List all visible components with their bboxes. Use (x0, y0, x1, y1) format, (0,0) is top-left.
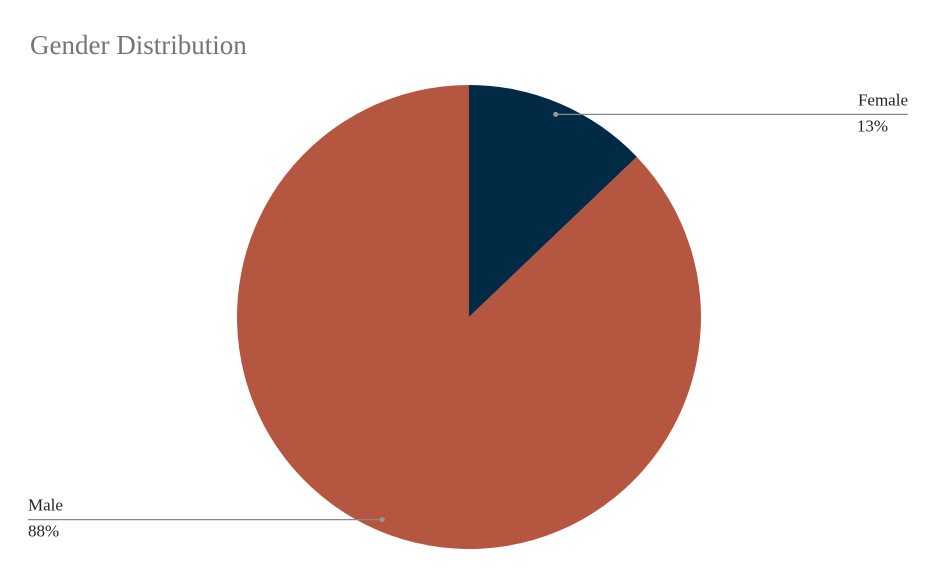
pie-slice (236, 85, 702, 549)
slice-label: Male (28, 496, 63, 515)
chart-title: Gender Distribution (30, 30, 247, 60)
value-label: 88% (28, 522, 59, 541)
value-label: 13% (857, 116, 888, 135)
pie-slice (469, 85, 637, 317)
slice-label: Female (858, 90, 908, 109)
callout-dot (379, 517, 385, 523)
callout-dot (553, 111, 559, 117)
